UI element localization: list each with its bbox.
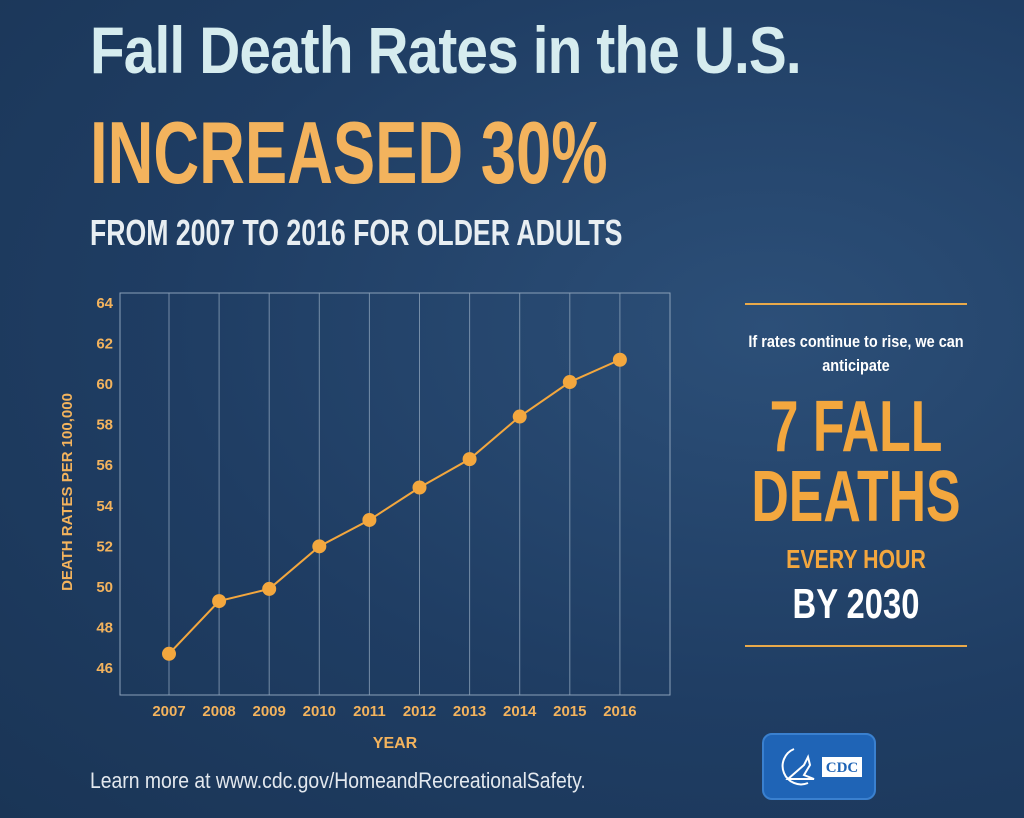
headline: INCREASED 30% xyxy=(90,103,608,202)
data-point xyxy=(412,480,427,495)
x-tick-label: 2010 xyxy=(303,703,336,720)
series-line xyxy=(168,358,621,655)
y-tick-label: 46 xyxy=(96,660,113,677)
data-point xyxy=(212,594,227,609)
subtitle: FROM 2007 TO 2016 FOR OLDER ADULTS xyxy=(90,212,623,253)
y-tick-label: 56 xyxy=(96,457,113,474)
x-axis-label: YEAR xyxy=(373,735,418,752)
x-tick-label: 2007 xyxy=(152,703,185,720)
x-tick-label: 2015 xyxy=(553,703,586,720)
data-point xyxy=(362,512,377,527)
x-tick-label: 2009 xyxy=(253,703,286,720)
x-tick-label: 2008 xyxy=(202,703,235,720)
cdc-logo-text: CDC xyxy=(826,760,859,776)
y-tick-label: 54 xyxy=(96,498,113,515)
y-tick-label: 60 xyxy=(96,376,113,393)
title: Fall Death Rates in the U.S. xyxy=(90,13,802,87)
x-tick-label: 2013 xyxy=(453,703,486,720)
data-point xyxy=(312,539,327,554)
data-point xyxy=(562,375,577,390)
x-tick-label: 2012 xyxy=(403,703,436,720)
data-point xyxy=(512,409,527,424)
x-tick-label: 2016 xyxy=(603,703,636,720)
footer-link[interactable]: Learn more at www.cdc.gov/HomeandRecreat… xyxy=(90,768,586,793)
projection-every: EVERY HOUR xyxy=(786,544,926,574)
y-tick-label: 52 xyxy=(96,538,113,555)
projection-big: 7 FALL DEATHS xyxy=(751,387,961,537)
data-point xyxy=(612,352,627,367)
projection-intro: If rates continue to rise, we can antici… xyxy=(748,332,964,375)
y-tick-label: 64 xyxy=(96,295,113,312)
data-point xyxy=(462,452,477,467)
top-divider xyxy=(745,303,967,305)
x-tick-label: 2014 xyxy=(503,703,537,720)
cdc-logo: CDC xyxy=(762,733,876,800)
hhs-eagle-icon: CDC xyxy=(781,748,862,786)
y-tick-label: 62 xyxy=(96,336,113,353)
plot-frame xyxy=(119,292,671,696)
projection-year: BY 2030 xyxy=(792,580,920,627)
y-tick-label: 48 xyxy=(96,619,113,636)
y-axis-label: DEATH RATES PER 100,000 xyxy=(59,393,76,591)
x-tick-label: 2011 xyxy=(353,703,386,720)
data-point xyxy=(162,646,176,661)
bottom-divider xyxy=(745,645,967,647)
data-point xyxy=(262,581,277,596)
y-tick-label: 50 xyxy=(96,579,113,596)
y-tick-label: 58 xyxy=(96,417,113,434)
